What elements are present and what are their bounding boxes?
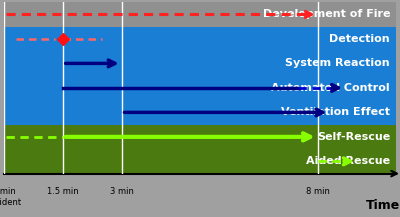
Bar [4, 27, 396, 125]
Text: 8 min: 8 min [306, 187, 330, 196]
Text: Development of Fire: Development of Fire [263, 9, 390, 19]
Text: 0 min
Incident: 0 min Incident [0, 187, 21, 207]
Text: 3 min: 3 min [110, 187, 134, 196]
Text: Self-Rescue: Self-Rescue [317, 132, 390, 142]
Text: Detection: Detection [330, 34, 390, 44]
Text: Automated Control: Automated Control [272, 83, 390, 93]
Text: System Reaction: System Reaction [286, 58, 390, 68]
Text: 1.5 min: 1.5 min [47, 187, 79, 196]
Text: Ventilation Effect: Ventilation Effect [281, 107, 390, 117]
Text: Aided Rescue: Aided Rescue [306, 156, 390, 166]
Text: Time: Time [366, 199, 400, 212]
Bar [4, 125, 396, 174]
Bar [4, 2, 396, 27]
